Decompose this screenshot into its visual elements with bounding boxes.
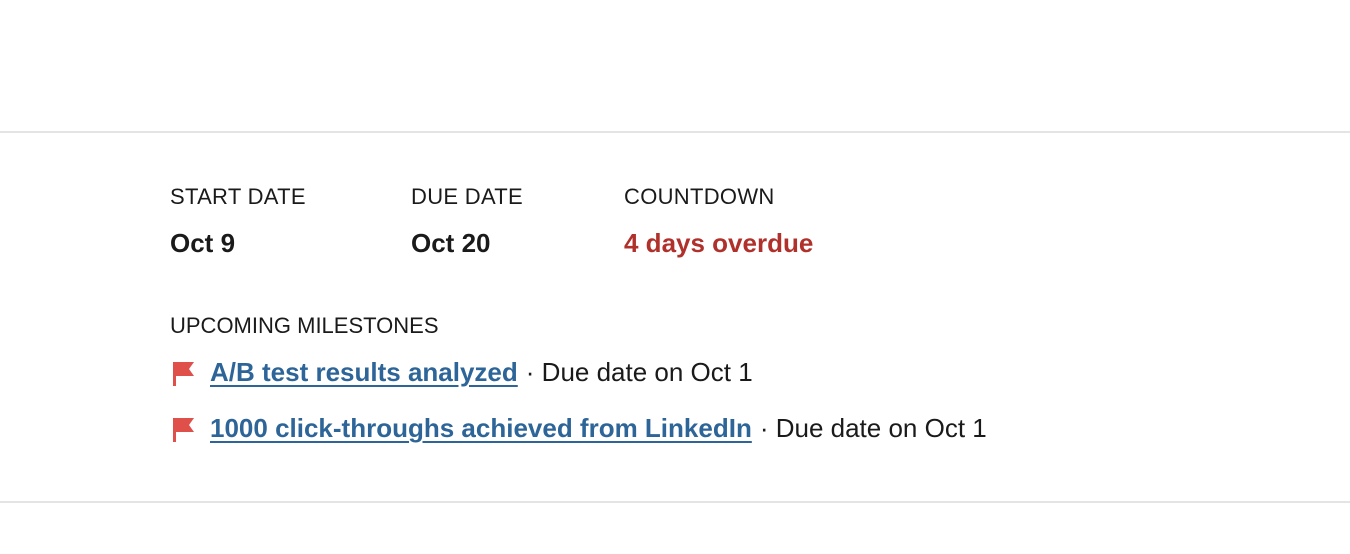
milestone-item: A/B test results analyzed · Due date on … bbox=[170, 357, 753, 388]
due-date-value: Oct 20 bbox=[411, 228, 491, 258]
milestones-title: UPCOMING MILESTONES bbox=[170, 313, 439, 338]
bottom-divider bbox=[0, 501, 1350, 503]
countdown-value: 4 days overdue bbox=[624, 228, 814, 258]
countdown-label: COUNTDOWN bbox=[624, 184, 775, 209]
flag-icon bbox=[173, 417, 194, 442]
top-divider bbox=[0, 131, 1350, 133]
milestone-item: 1000 click-throughs achieved from Linked… bbox=[170, 413, 987, 444]
milestone-link[interactable]: 1000 click-throughs achieved from Linked… bbox=[210, 413, 752, 443]
flag-icon bbox=[173, 361, 194, 386]
start-date-value: Oct 9 bbox=[170, 228, 236, 258]
start-date: START DATE Oct 9 bbox=[170, 184, 306, 259]
milestone-due: · Due date on Oct 1 bbox=[525, 357, 753, 387]
countdown: COUNTDOWN 4 days overdue bbox=[624, 184, 813, 259]
due-date-label: DUE DATE bbox=[411, 184, 524, 209]
start-date-label: START DATE bbox=[170, 184, 306, 209]
milestone-link[interactable]: A/B test results analyzed bbox=[210, 357, 518, 387]
milestone-due: · Due date on Oct 1 bbox=[759, 413, 987, 443]
due-date: DUE DATE Oct 20 bbox=[411, 184, 523, 259]
